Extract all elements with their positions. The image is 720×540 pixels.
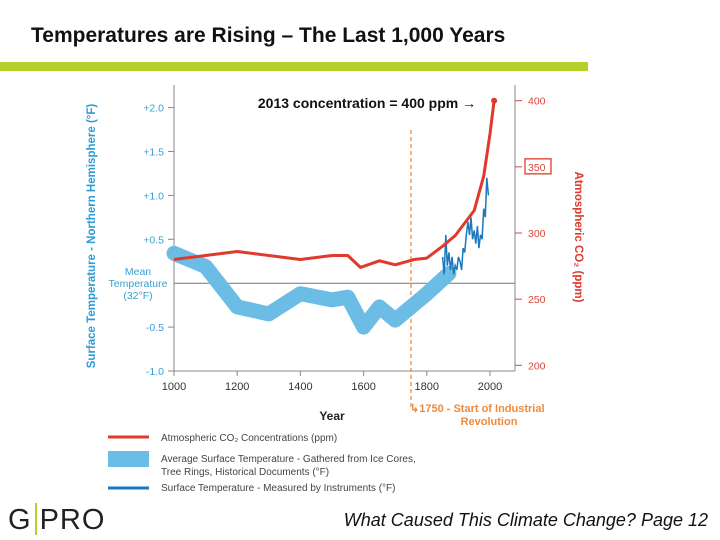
industrial-annotation-2: Revolution bbox=[461, 416, 518, 428]
accent-bar bbox=[0, 62, 588, 71]
logo-left: G bbox=[8, 504, 32, 536]
co2-2013-point bbox=[491, 97, 498, 104]
mean-label-1: Mean bbox=[125, 266, 151, 278]
x-tick-label: 1200 bbox=[225, 381, 249, 393]
y-left-tick-label: -0.5 bbox=[146, 322, 164, 334]
y-right-tick-label: 200 bbox=[528, 360, 546, 372]
y-axis-left-title: Surface Temperature - Northern Hemispher… bbox=[86, 104, 98, 369]
y-right-tick-label: 250 bbox=[528, 294, 546, 306]
legend-label-proxy-1: Average Surface Temperature - Gathered f… bbox=[161, 454, 416, 465]
instrument-temperature-line bbox=[441, 177, 490, 275]
x-tick-label: 1600 bbox=[351, 381, 375, 393]
y-left-tick-label: -1.0 bbox=[146, 366, 164, 378]
y-left-tick-label: +1.0 bbox=[143, 190, 164, 202]
industrial-annotation-1: ↳1750 - Start of Industrial bbox=[410, 403, 545, 415]
x-tick-label: 2000 bbox=[478, 381, 502, 393]
y-left-tick-label: +2.0 bbox=[143, 103, 164, 115]
x-tick-label: 1800 bbox=[415, 381, 439, 393]
mean-label-2: Temperature bbox=[109, 278, 168, 290]
y-left-tick-label: +0.5 bbox=[143, 234, 164, 246]
boxed-tick-frame bbox=[524, 158, 552, 175]
y-right-tick-label: 300 bbox=[528, 228, 546, 240]
legend-label-co2: Atmospheric CO₂ Concentrations (ppm) bbox=[161, 433, 337, 444]
concentration-annotation: 2013 concentration = 400 ppm → bbox=[258, 95, 476, 111]
y-right-tick-label: 400 bbox=[528, 96, 546, 108]
legend-swatch-proxy bbox=[108, 451, 149, 467]
logo-right: PRO bbox=[39, 504, 106, 536]
legend-label-instrument: Surface Temperature - Measured by Instru… bbox=[161, 483, 395, 494]
y-axis-right-title: Atmospheric CO₂ (ppm) bbox=[572, 172, 584, 303]
slide-title: Temperatures are Rising – The Last 1,000… bbox=[31, 24, 506, 47]
legend-label-proxy-2: Tree Rings, Historical Documents (°F) bbox=[161, 467, 329, 478]
x-tick-label: 1000 bbox=[162, 381, 186, 393]
x-axis-title: Year bbox=[319, 409, 345, 423]
mean-label-3: (32°F) bbox=[123, 290, 152, 302]
y-right-tick-label: 350 bbox=[528, 162, 546, 174]
co2-line bbox=[173, 100, 496, 269]
gpro-logo: G PRO bbox=[8, 503, 105, 537]
footer-page-label: What Caused This Climate Change? Page 12 bbox=[343, 510, 708, 530]
logo-separator bbox=[34, 503, 37, 535]
proxy-temperature-band bbox=[166, 245, 457, 335]
y-left-tick-label: +1.5 bbox=[143, 147, 164, 159]
x-tick-label: 1400 bbox=[288, 381, 312, 393]
